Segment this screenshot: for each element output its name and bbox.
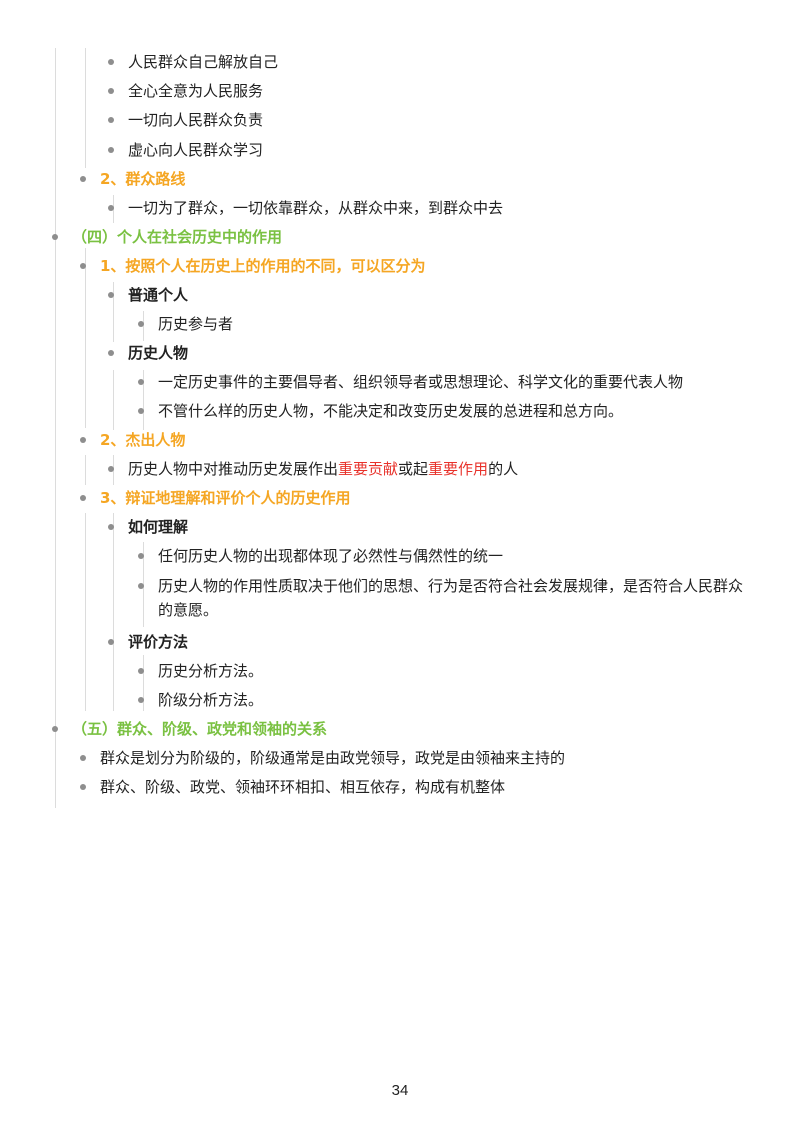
section-heading-text: 2、群众路线 bbox=[100, 170, 186, 188]
outline-guide-line bbox=[113, 370, 114, 430]
subsection-heading: 普通个人 bbox=[108, 283, 188, 307]
list-item-text: 人民群众自己解放自己 bbox=[128, 53, 279, 71]
list-item-text: 一切为了群众，一切依靠群众，从群众中来，到群众中去 bbox=[128, 199, 504, 217]
bullet-icon bbox=[80, 437, 86, 443]
section-heading: 2、群众路线 bbox=[80, 167, 185, 191]
list-item: 全心全意为人民服务 bbox=[108, 79, 263, 103]
list-item-text: 历史人物中对推动历史发展作出重要贡献或起重要作用的人 bbox=[128, 457, 518, 481]
list-item-text: 阶级分析方法。 bbox=[158, 691, 264, 709]
list-item-text: 历史分析方法。 bbox=[158, 662, 264, 680]
bullet-icon bbox=[108, 117, 114, 123]
outline-tree: 人民群众自己解放自己 全心全意为人民服务 一切向人民群众负责 虚心向人民群众学习… bbox=[52, 48, 753, 808]
bullet-icon bbox=[108, 292, 114, 298]
subsection-heading-text: 普通个人 bbox=[128, 286, 189, 304]
section-heading: 2、杰出人物 bbox=[80, 428, 185, 452]
bullet-icon bbox=[138, 583, 144, 589]
list-item-text: 一定历史事件的主要倡导者、组织领导者或思想理论、科学文化的重要代表人物 bbox=[158, 373, 684, 391]
subsection-heading: 历史人物 bbox=[108, 341, 188, 365]
list-item: 群众、阶级、政党、领袖环环相扣、相互依存，构成有机整体 bbox=[80, 775, 505, 799]
list-item-text: 全心全意为人民服务 bbox=[128, 82, 264, 100]
section-heading-text: 2、杰出人物 bbox=[100, 431, 186, 449]
bullet-icon bbox=[52, 234, 58, 240]
text-segment: 或起 bbox=[398, 460, 429, 478]
list-item: 群众是划分为阶级的，阶级通常是由政党领导，政党是由领袖来主持的 bbox=[80, 746, 565, 770]
outline-guide-line bbox=[55, 48, 56, 808]
bullet-icon bbox=[80, 495, 86, 501]
bullet-icon bbox=[108, 147, 114, 153]
section-heading-text: 1、按照个人在历史上的作用的不同，可以区分为 bbox=[100, 257, 426, 275]
list-item-text: 任何历史人物的出现都体现了必然性与偶然性的统一 bbox=[158, 547, 504, 565]
bullet-icon bbox=[108, 466, 114, 472]
bullet-icon bbox=[108, 59, 114, 65]
list-item-text: 不管什么样的历史人物，不能决定和改变历史发展的总进程和总方向。 bbox=[158, 402, 624, 420]
list-item: 不管什么样的历史人物，不能决定和改变历史发展的总进程和总方向。 bbox=[138, 399, 623, 423]
bullet-icon bbox=[108, 524, 114, 530]
list-item-text: 历史人物的作用性质取决于他们的思想、行为是否符合社会发展规律，是否符合人民群众的… bbox=[158, 577, 744, 619]
section-heading: 1、按照个人在历史上的作用的不同，可以区分为 bbox=[80, 254, 425, 278]
bullet-icon bbox=[138, 379, 144, 385]
bullet-icon bbox=[138, 408, 144, 414]
highlight-text: 重要贡献 bbox=[338, 460, 399, 478]
subsection-heading-text: 历史人物 bbox=[128, 344, 189, 362]
chapter-heading-text: （五）群众、阶级、政党和领袖的关系 bbox=[72, 720, 328, 738]
bullet-icon bbox=[138, 668, 144, 674]
subsection-heading: 评价方法 bbox=[108, 630, 188, 654]
bullet-icon bbox=[80, 784, 86, 790]
list-item: 虚心向人民群众学习 bbox=[108, 138, 263, 162]
list-item-text: 虚心向人民群众学习 bbox=[128, 141, 264, 159]
list-item-text: 一切向人民群众负责 bbox=[128, 111, 264, 129]
list-item: 历史人物中对推动历史发展作出重要贡献或起重要作用的人 bbox=[108, 457, 518, 481]
outline-guide-line bbox=[85, 455, 86, 485]
list-item: 一切向人民群众负责 bbox=[108, 108, 263, 132]
bullet-icon bbox=[108, 205, 114, 211]
outline-guide-line bbox=[143, 655, 144, 711]
list-item: 任何历史人物的出现都体现了必然性与偶然性的统一 bbox=[138, 544, 503, 568]
list-item-text: 群众是划分为阶级的，阶级通常是由政党领导，政党是由领袖来主持的 bbox=[100, 749, 566, 767]
outline-guide-line bbox=[113, 282, 114, 342]
chapter-heading: （四）个人在社会历史中的作用 bbox=[52, 225, 282, 249]
bullet-icon bbox=[80, 263, 86, 269]
section-heading-text: 3、辩证地理解和评价个人的历史作用 bbox=[100, 489, 351, 507]
outline-guide-line bbox=[85, 48, 86, 168]
bullet-icon bbox=[108, 88, 114, 94]
highlight-text: 重要作用 bbox=[428, 460, 489, 478]
bullet-icon bbox=[108, 350, 114, 356]
outline-guide-line bbox=[143, 370, 144, 430]
list-item-text: 历史参与者 bbox=[158, 315, 234, 333]
page-number: 34 bbox=[391, 1082, 409, 1099]
bullet-icon bbox=[80, 176, 86, 182]
list-item: 阶级分析方法。 bbox=[138, 688, 263, 712]
text-segment: 的人 bbox=[488, 460, 519, 478]
subsection-heading: 如何理解 bbox=[108, 515, 188, 539]
section-heading: 3、辩证地理解和评价个人的历史作用 bbox=[80, 486, 350, 510]
list-item: 一定历史事件的主要倡导者、组织领导者或思想理论、科学文化的重要代表人物 bbox=[138, 370, 683, 394]
subsection-heading-text: 评价方法 bbox=[128, 633, 189, 651]
list-item: 历史人物的作用性质取决于他们的思想、行为是否符合社会发展规律，是否符合人民群众的… bbox=[138, 574, 753, 622]
list-item: 历史参与者 bbox=[138, 312, 233, 336]
chapter-heading-text: （四）个人在社会历史中的作用 bbox=[72, 228, 283, 246]
outline-guide-line bbox=[85, 248, 86, 428]
outline-guide-line bbox=[143, 311, 144, 341]
bullet-icon bbox=[138, 553, 144, 559]
list-item: 一切为了群众，一切依靠群众，从群众中来，到群众中去 bbox=[108, 196, 503, 220]
bullet-icon bbox=[108, 639, 114, 645]
bullet-icon bbox=[52, 726, 58, 732]
bullet-icon bbox=[138, 321, 144, 327]
list-item-text: 群众、阶级、政党、领袖环环相扣、相互依存，构成有机整体 bbox=[100, 778, 506, 796]
text-segment: 历史人物中对推动历史发展作出 bbox=[128, 460, 339, 478]
outline-guide-line bbox=[113, 513, 114, 711]
subsection-heading-text: 如何理解 bbox=[128, 518, 189, 536]
bullet-icon bbox=[80, 755, 86, 761]
list-item: 历史分析方法。 bbox=[138, 659, 263, 683]
chapter-heading: （五）群众、阶级、政党和领袖的关系 bbox=[52, 717, 327, 741]
bullet-icon bbox=[138, 697, 144, 703]
list-item: 人民群众自己解放自己 bbox=[108, 50, 278, 74]
outline-guide-line bbox=[85, 513, 86, 711]
